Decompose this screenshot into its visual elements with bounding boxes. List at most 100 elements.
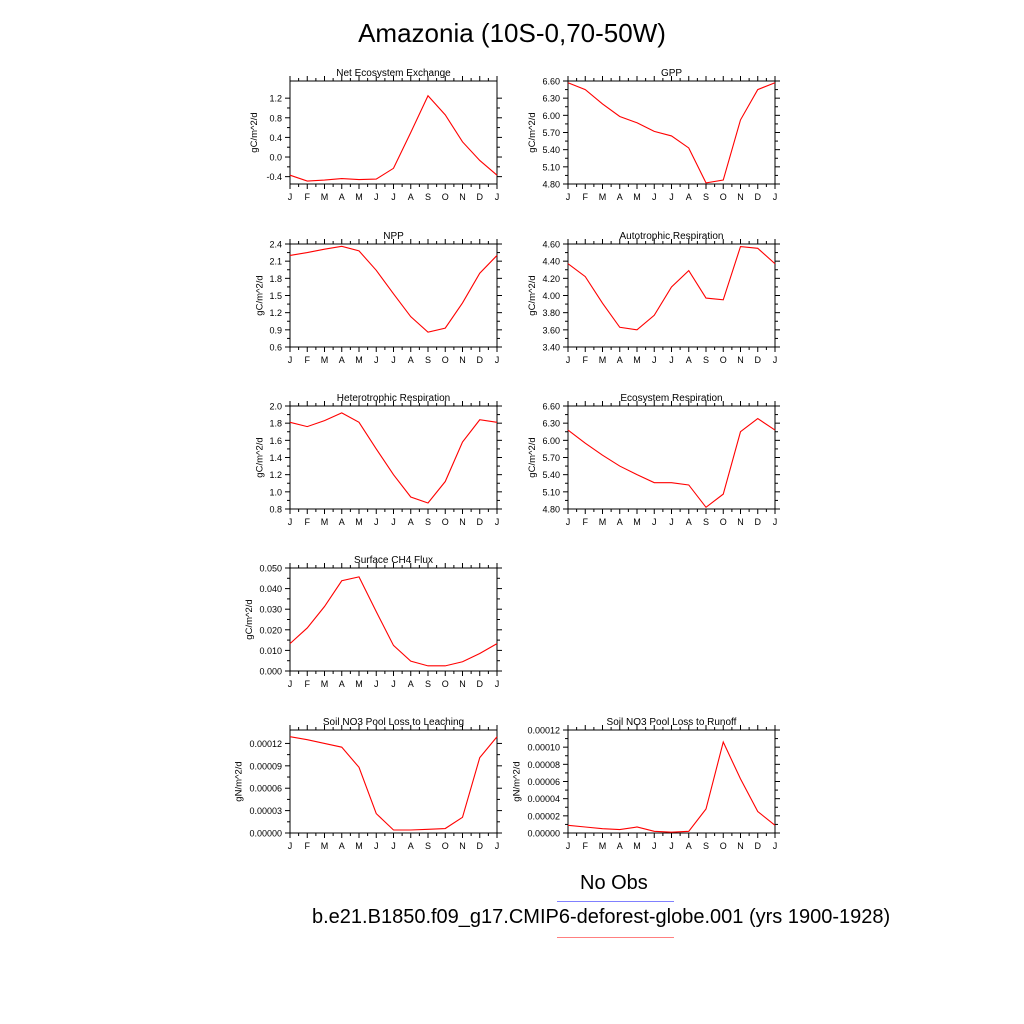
y-tick-label: 6.00: [542, 436, 560, 446]
x-tick-label: M: [633, 192, 641, 202]
x-tick-label: O: [720, 517, 727, 527]
x-tick-label: M: [355, 679, 363, 689]
y-tick-label: 6.60: [542, 77, 560, 87]
y-tick-label: 0.6: [269, 343, 282, 353]
y-tick-label: 0.030: [259, 605, 282, 615]
x-tick-label: N: [737, 355, 744, 365]
x-tick-label: D: [477, 841, 484, 851]
series-line: [289, 245, 498, 333]
y-tick-label: 0.00012: [249, 739, 282, 749]
x-tick-label: F: [305, 355, 311, 365]
x-tick-label: F: [305, 841, 311, 851]
x-tick-label: O: [442, 355, 449, 365]
x-tick-label: O: [442, 192, 449, 202]
x-tick-label: M: [599, 355, 607, 365]
y-axis-label: gC/m^2/d: [244, 599, 255, 639]
plot-frame: [567, 729, 776, 834]
y-axis-label: gC/m^2/d: [254, 437, 265, 477]
y-tick-label: 1.6: [269, 436, 282, 446]
y-axis-label: gC/m^2/d: [527, 275, 538, 315]
x-tick-label: N: [459, 192, 466, 202]
legend-obs-label: No Obs: [580, 872, 648, 894]
x-tick-label: A: [339, 192, 345, 202]
x-tick-label: A: [408, 192, 414, 202]
x-tick-label: M: [599, 841, 607, 851]
y-tick-label: 0.00002: [527, 811, 560, 821]
x-tick-label: M: [321, 841, 329, 851]
x-tick-label: J: [495, 679, 500, 689]
x-tick-label: A: [339, 517, 345, 527]
x-tick-label: A: [686, 192, 692, 202]
x-tick-label: S: [425, 679, 431, 689]
x-tick-label: A: [686, 517, 692, 527]
series-line: [289, 412, 498, 504]
y-tick-label: 2.1: [269, 257, 282, 267]
x-tick-label: A: [408, 355, 414, 365]
series-line: [289, 94, 498, 182]
x-tick-label: J: [391, 841, 396, 851]
y-tick-label: 5.70: [542, 128, 560, 138]
x-tick-label: J: [374, 355, 379, 365]
x-tick-label: S: [425, 355, 431, 365]
y-tick-label: 5.70: [542, 453, 560, 463]
x-tick-label: J: [288, 517, 293, 527]
y-tick-label: 0.00012: [527, 726, 560, 736]
y-tick-label: 1.4: [269, 453, 282, 463]
panel-title: Heterotrophic Respiration: [337, 393, 450, 404]
plot-frame: [289, 243, 498, 348]
x-tick-label: S: [425, 841, 431, 851]
x-tick-label: J: [374, 841, 379, 851]
y-tick-label: 2.4: [269, 240, 282, 250]
x-tick-label: J: [288, 355, 293, 365]
x-tick-label: M: [355, 355, 363, 365]
y-tick-label: 6.30: [542, 94, 560, 104]
legend-obs-line: [557, 901, 674, 902]
y-tick-label: 0.00008: [527, 760, 560, 770]
y-tick-label: 3.80: [542, 308, 560, 318]
x-tick-label: F: [583, 517, 589, 527]
legend-run-label: b.e21.B1850.f09_g17.CMIP6-deforest-globe…: [312, 906, 891, 928]
x-tick-label: O: [720, 355, 727, 365]
x-tick-label: J: [652, 517, 657, 527]
x-tick-label: F: [305, 192, 311, 202]
y-tick-label: 1.2: [269, 308, 282, 318]
legend-run-line: [557, 937, 674, 938]
y-tick-label: 1.8: [269, 419, 282, 429]
panel-title: Surface CH4 Flux: [354, 555, 433, 566]
y-tick-label: -0.4: [266, 172, 282, 182]
x-tick-label: S: [703, 517, 709, 527]
plot-frame: [567, 405, 776, 510]
x-tick-label: J: [495, 355, 500, 365]
x-tick-label: M: [321, 192, 329, 202]
x-tick-label: J: [773, 355, 778, 365]
x-tick-label: A: [339, 679, 345, 689]
x-tick-label: F: [583, 355, 589, 365]
x-tick-label: A: [617, 517, 623, 527]
x-tick-label: D: [477, 517, 484, 527]
y-tick-label: 0.4: [269, 133, 282, 143]
x-tick-label: J: [288, 192, 293, 202]
x-tick-label: J: [652, 192, 657, 202]
y-tick-label: 0.00000: [249, 829, 282, 839]
y-tick-label: 1.5: [269, 291, 282, 301]
x-tick-label: J: [495, 517, 500, 527]
x-tick-label: S: [703, 355, 709, 365]
x-tick-label: J: [288, 679, 293, 689]
x-tick-label: J: [566, 517, 571, 527]
x-tick-label: O: [442, 841, 449, 851]
x-tick-label: M: [355, 192, 363, 202]
series-line: [567, 417, 776, 509]
x-tick-label: A: [686, 355, 692, 365]
y-tick-label: 5.40: [542, 470, 560, 480]
x-tick-label: J: [669, 355, 674, 365]
x-tick-label: M: [599, 517, 607, 527]
x-tick-label: M: [599, 192, 607, 202]
y-tick-label: 4.60: [542, 240, 560, 250]
x-tick-label: J: [773, 192, 778, 202]
y-tick-label: 0.020: [259, 625, 282, 635]
y-tick-label: 3.60: [542, 325, 560, 335]
